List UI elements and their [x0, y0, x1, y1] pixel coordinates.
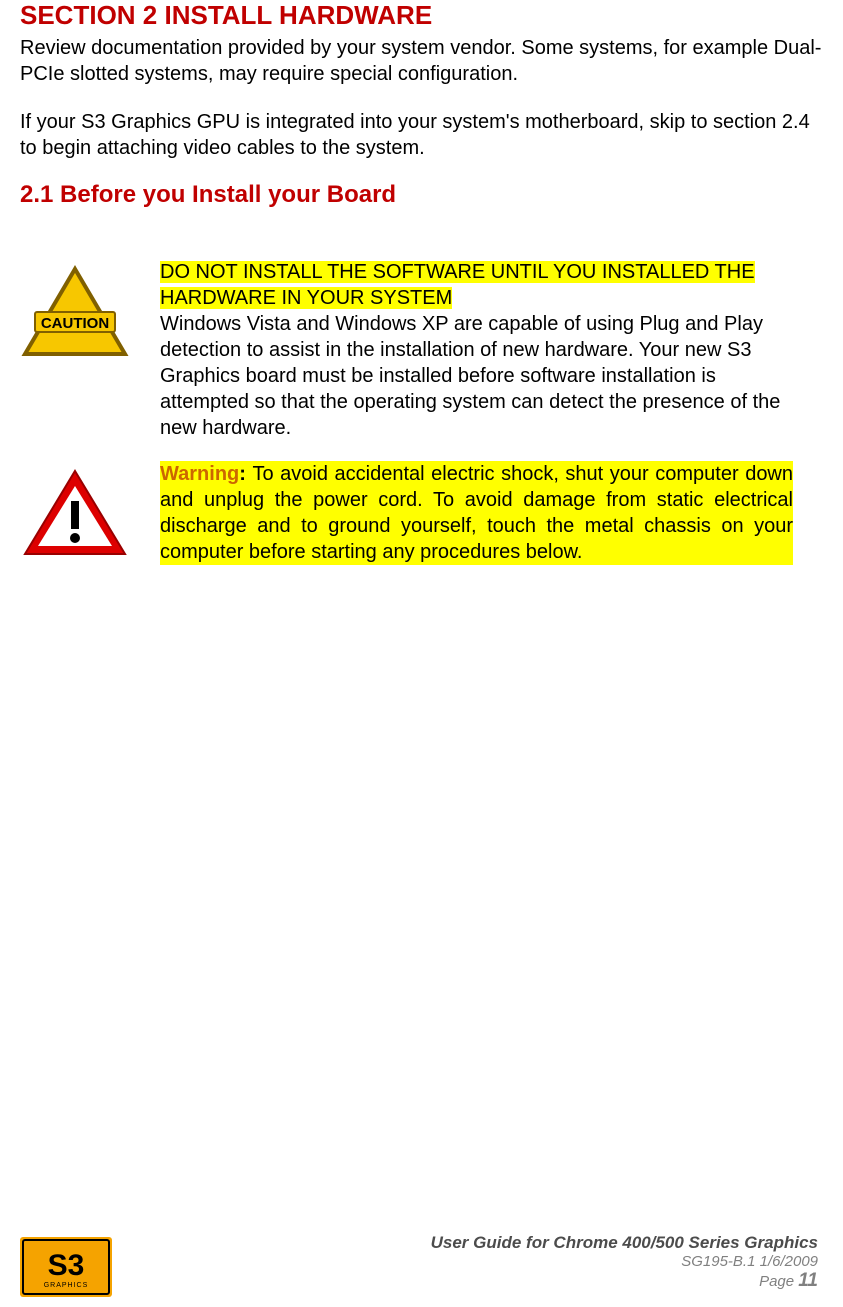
intro-paragraph-1: Review documentation provided by your sy…: [20, 35, 823, 87]
footer-doc-info: SG195-B.1 1/6/2009: [431, 1253, 818, 1270]
notices-table: CAUTION DO NOT INSTALL THE SOFTWARE UNTI…: [20, 259, 823, 586]
section-heading: SECTION 2 INSTALL HARDWARE: [20, 0, 823, 31]
warning-body-text: To avoid accidental electric shock, shut…: [160, 463, 793, 563]
warning-text-block: Warning: To avoid accidental electric sh…: [160, 461, 793, 565]
page-footer: S3 GRAPHICS User Guide for Chrome 400/50…: [20, 1217, 823, 1297]
warning-icon-cell: [20, 461, 160, 586]
s3-logo-icon: S3 GRAPHICS: [20, 1237, 112, 1297]
footer-page-label: Page: [759, 1273, 798, 1290]
footer-text-block: User Guide for Chrome 400/500 Series Gra…: [431, 1233, 818, 1292]
subsection-heading: 2.1 Before you Install your Board: [20, 181, 823, 209]
caution-body-text: Windows Vista and Windows XP are capable…: [160, 311, 793, 441]
svg-text:GRAPHICS: GRAPHICS: [44, 1282, 89, 1289]
warning-colon: :: [239, 463, 252, 485]
footer-page-number: 11: [798, 1270, 818, 1291]
caution-highlight-text: DO NOT INSTALL THE SOFTWARE UNTIL YOU IN…: [160, 261, 755, 309]
intro-paragraph-2: If your S3 Graphics GPU is integrated in…: [20, 109, 823, 161]
svg-text:S3: S3: [48, 1249, 85, 1282]
footer-doc-title: User Guide for Chrome 400/500 Series Gra…: [431, 1233, 818, 1253]
svg-text:CAUTION: CAUTION: [41, 315, 109, 332]
warning-period: .: [577, 541, 583, 563]
warning-icon: [20, 466, 130, 561]
caution-icon: CAUTION: [20, 264, 130, 374]
warning-row: Warning: To avoid accidental electric sh…: [20, 461, 823, 586]
footer-page-line: Page 11: [431, 1270, 818, 1292]
caution-row: CAUTION DO NOT INSTALL THE SOFTWARE UNTI…: [20, 259, 823, 461]
caution-text-cell: DO NOT INSTALL THE SOFTWARE UNTIL YOU IN…: [160, 259, 823, 461]
caution-icon-cell: CAUTION: [20, 259, 160, 461]
warning-text-cell: Warning: To avoid accidental electric sh…: [160, 461, 823, 586]
warning-label: Warning: [160, 463, 239, 485]
